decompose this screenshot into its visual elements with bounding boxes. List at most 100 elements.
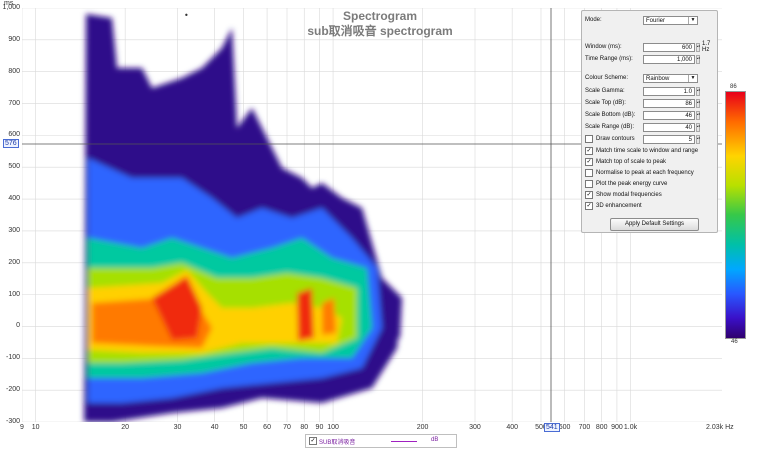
match-top-scale-label: Match top of scale to peak <box>596 158 667 165</box>
match-time-scale-option[interactable]: ✓ Match time scale to window and range <box>585 146 698 155</box>
x-tick-label: 60 <box>263 424 271 431</box>
draw-contours-label: Draw contours <box>596 136 635 142</box>
colour-scheme-select[interactable]: Rainbow ▼ <box>643 73 698 83</box>
y-tick-label: 500 <box>8 163 20 171</box>
x-tick-label: 10 <box>31 424 40 431</box>
x-tick-label: 9 <box>20 424 24 431</box>
contours-count-input[interactable]: 5 <box>643 134 695 144</box>
x-tick-label: 80 <box>300 424 309 431</box>
match-top-scale-option[interactable]: ✓ Match top of scale to peak <box>585 157 666 166</box>
peak-energy-curve-option[interactable]: Plot the peak energy curve <box>585 179 667 188</box>
window-input[interactable]: 600 <box>643 42 695 52</box>
scale-range-label: Scale Range (dB): <box>585 124 635 130</box>
scale-gamma-label: Scale Gamma: <box>585 88 625 94</box>
time-range-input[interactable]: 1,000 <box>643 54 695 64</box>
y-tick-label: -200 <box>5 386 20 394</box>
check-icon: ✓ <box>585 201 593 210</box>
y-tick-label: 300 <box>8 226 20 234</box>
scale-bottom-spinner[interactable]: ▴▾ <box>696 110 700 120</box>
scale-gamma-input[interactable]: 1.0 <box>643 86 695 96</box>
scale-top-spinner[interactable]: ▴▾ <box>696 98 700 108</box>
scale-bottom-label: Scale Bottom (dB): <box>585 112 636 118</box>
x-tick-label: 50 <box>239 424 248 431</box>
draw-contours-checkbox[interactable] <box>585 135 593 143</box>
show-modal-frequencies-label: Show modal frequencies <box>596 191 662 198</box>
y-tick-label: 600 <box>8 131 20 139</box>
x-tick-label: 70 <box>283 424 291 431</box>
x-tick-label: 800 <box>595 424 608 431</box>
time-range-spinner[interactable]: ▴▾ <box>696 54 700 64</box>
scale-gamma-spinner[interactable]: ▴▾ <box>696 86 700 96</box>
heatmap-layer <box>84 14 402 422</box>
mode-select[interactable]: Fourier ▼ <box>643 15 698 25</box>
spectrogram-svg: • <box>22 8 722 422</box>
3d-enhancement-label: 3D enhancement <box>596 202 642 209</box>
normalise-peak-label: Normalise to peak at each frequency <box>596 169 694 176</box>
mode-label: Mode: <box>585 17 602 23</box>
legend-series-swatch <box>391 441 417 442</box>
legend: ✓ SUB取消吸音 dB <box>305 434 457 448</box>
chart-subtitle: sub取消吸音 spectrogram <box>307 24 453 38</box>
unchecked-box-icon <box>585 179 593 188</box>
colorbar-bottom-label: 46 <box>731 339 738 345</box>
apply-default-settings-button[interactable]: Apply Default Settings <box>610 218 699 231</box>
chevron-down-icon: ▼ <box>688 16 697 24</box>
match-time-scale-label: Match time scale to window and range <box>596 147 699 154</box>
check-icon: ✓ <box>585 157 593 166</box>
y-tick-label: 200 <box>8 258 20 266</box>
window-freq-resolution: 1.7 Hz <box>702 41 711 53</box>
legend-series-name: SUB取消吸音 <box>319 440 356 446</box>
x-tick-label: 20 <box>121 424 130 431</box>
spectrogram-settings-panel: Mode: Fourier ▼ Window (ms): 600 ▴▾ 1.7 Hz… <box>581 10 718 233</box>
y-tick-label: 900 <box>8 35 20 43</box>
scale-range-input[interactable]: 40 <box>643 122 695 132</box>
time-range-label: Time Range (ms): <box>585 56 633 62</box>
scale-top-input[interactable]: 86 <box>643 98 695 108</box>
x-tick-label: 40 <box>210 424 219 431</box>
colorbar <box>725 91 746 339</box>
window-label: Window (ms): <box>585 44 622 50</box>
scale-range-spinner[interactable]: ▴▾ <box>696 122 700 132</box>
x-tick-label: 90 <box>315 424 324 431</box>
3d-enhancement-option[interactable]: ✓ 3D enhancement <box>585 201 642 210</box>
contours-count-spinner[interactable]: ▴▾ <box>696 134 700 144</box>
chart-title: Spectrogram <box>342 9 418 23</box>
x-tick-label: 1.0k <box>623 424 638 431</box>
y-tick-label: -300 <box>5 418 20 425</box>
y-axis-unit: ms <box>4 0 14 7</box>
x-tick-label: 700 <box>578 424 591 431</box>
colorbar-top-label: 86 <box>730 84 737 90</box>
legend-visibility-checkbox[interactable]: ✓ <box>309 437 317 445</box>
cursor-x-readout: 541 <box>544 423 560 432</box>
y-tick-label: 0 <box>16 322 20 330</box>
show-modal-frequencies-option[interactable]: ✓ Show modal frequencies <box>585 190 662 199</box>
colour-scheme-label: Colour Scheme: <box>585 75 629 81</box>
x-tick-label: 200 <box>416 424 429 431</box>
x-tick-label: 500 <box>535 424 547 431</box>
scale-bottom-input[interactable]: 46 <box>643 110 695 120</box>
scale-top-label: Scale Top (dB): <box>585 100 626 106</box>
y-tick-label: 1,000 <box>2 4 20 11</box>
legend-unit: dB <box>431 437 439 443</box>
y-tick-label: 100 <box>8 290 20 298</box>
window-spinner[interactable]: ▴▾ <box>696 42 700 52</box>
chevron-down-icon: ▼ <box>688 74 697 82</box>
x-tick-label: 600 <box>558 424 571 431</box>
check-icon: ✓ <box>585 190 593 199</box>
x-tick-label: 900 <box>611 424 623 431</box>
colour-scheme-value: Rainbow <box>646 75 670 82</box>
unchecked-box-icon <box>585 168 593 177</box>
mode-value: Fourier <box>646 17 666 24</box>
normalise-peak-option[interactable]: Normalise to peak at each frequency <box>585 168 694 177</box>
check-icon: ✓ <box>585 146 593 155</box>
x-tick-label: 100 <box>327 424 339 431</box>
y-tick-label: 700 <box>8 99 20 107</box>
y-tick-label: 800 <box>8 67 20 75</box>
y-tick-label: -100 <box>5 354 20 362</box>
svg-text:•: • <box>184 11 189 20</box>
y-tick-label: 400 <box>8 195 20 203</box>
x-tick-label: 300 <box>469 424 481 431</box>
x-tick-label: 400 <box>506 424 518 431</box>
x-axis-unit: 2.03k Hz <box>706 424 734 431</box>
x-tick-label: 30 <box>173 424 182 431</box>
